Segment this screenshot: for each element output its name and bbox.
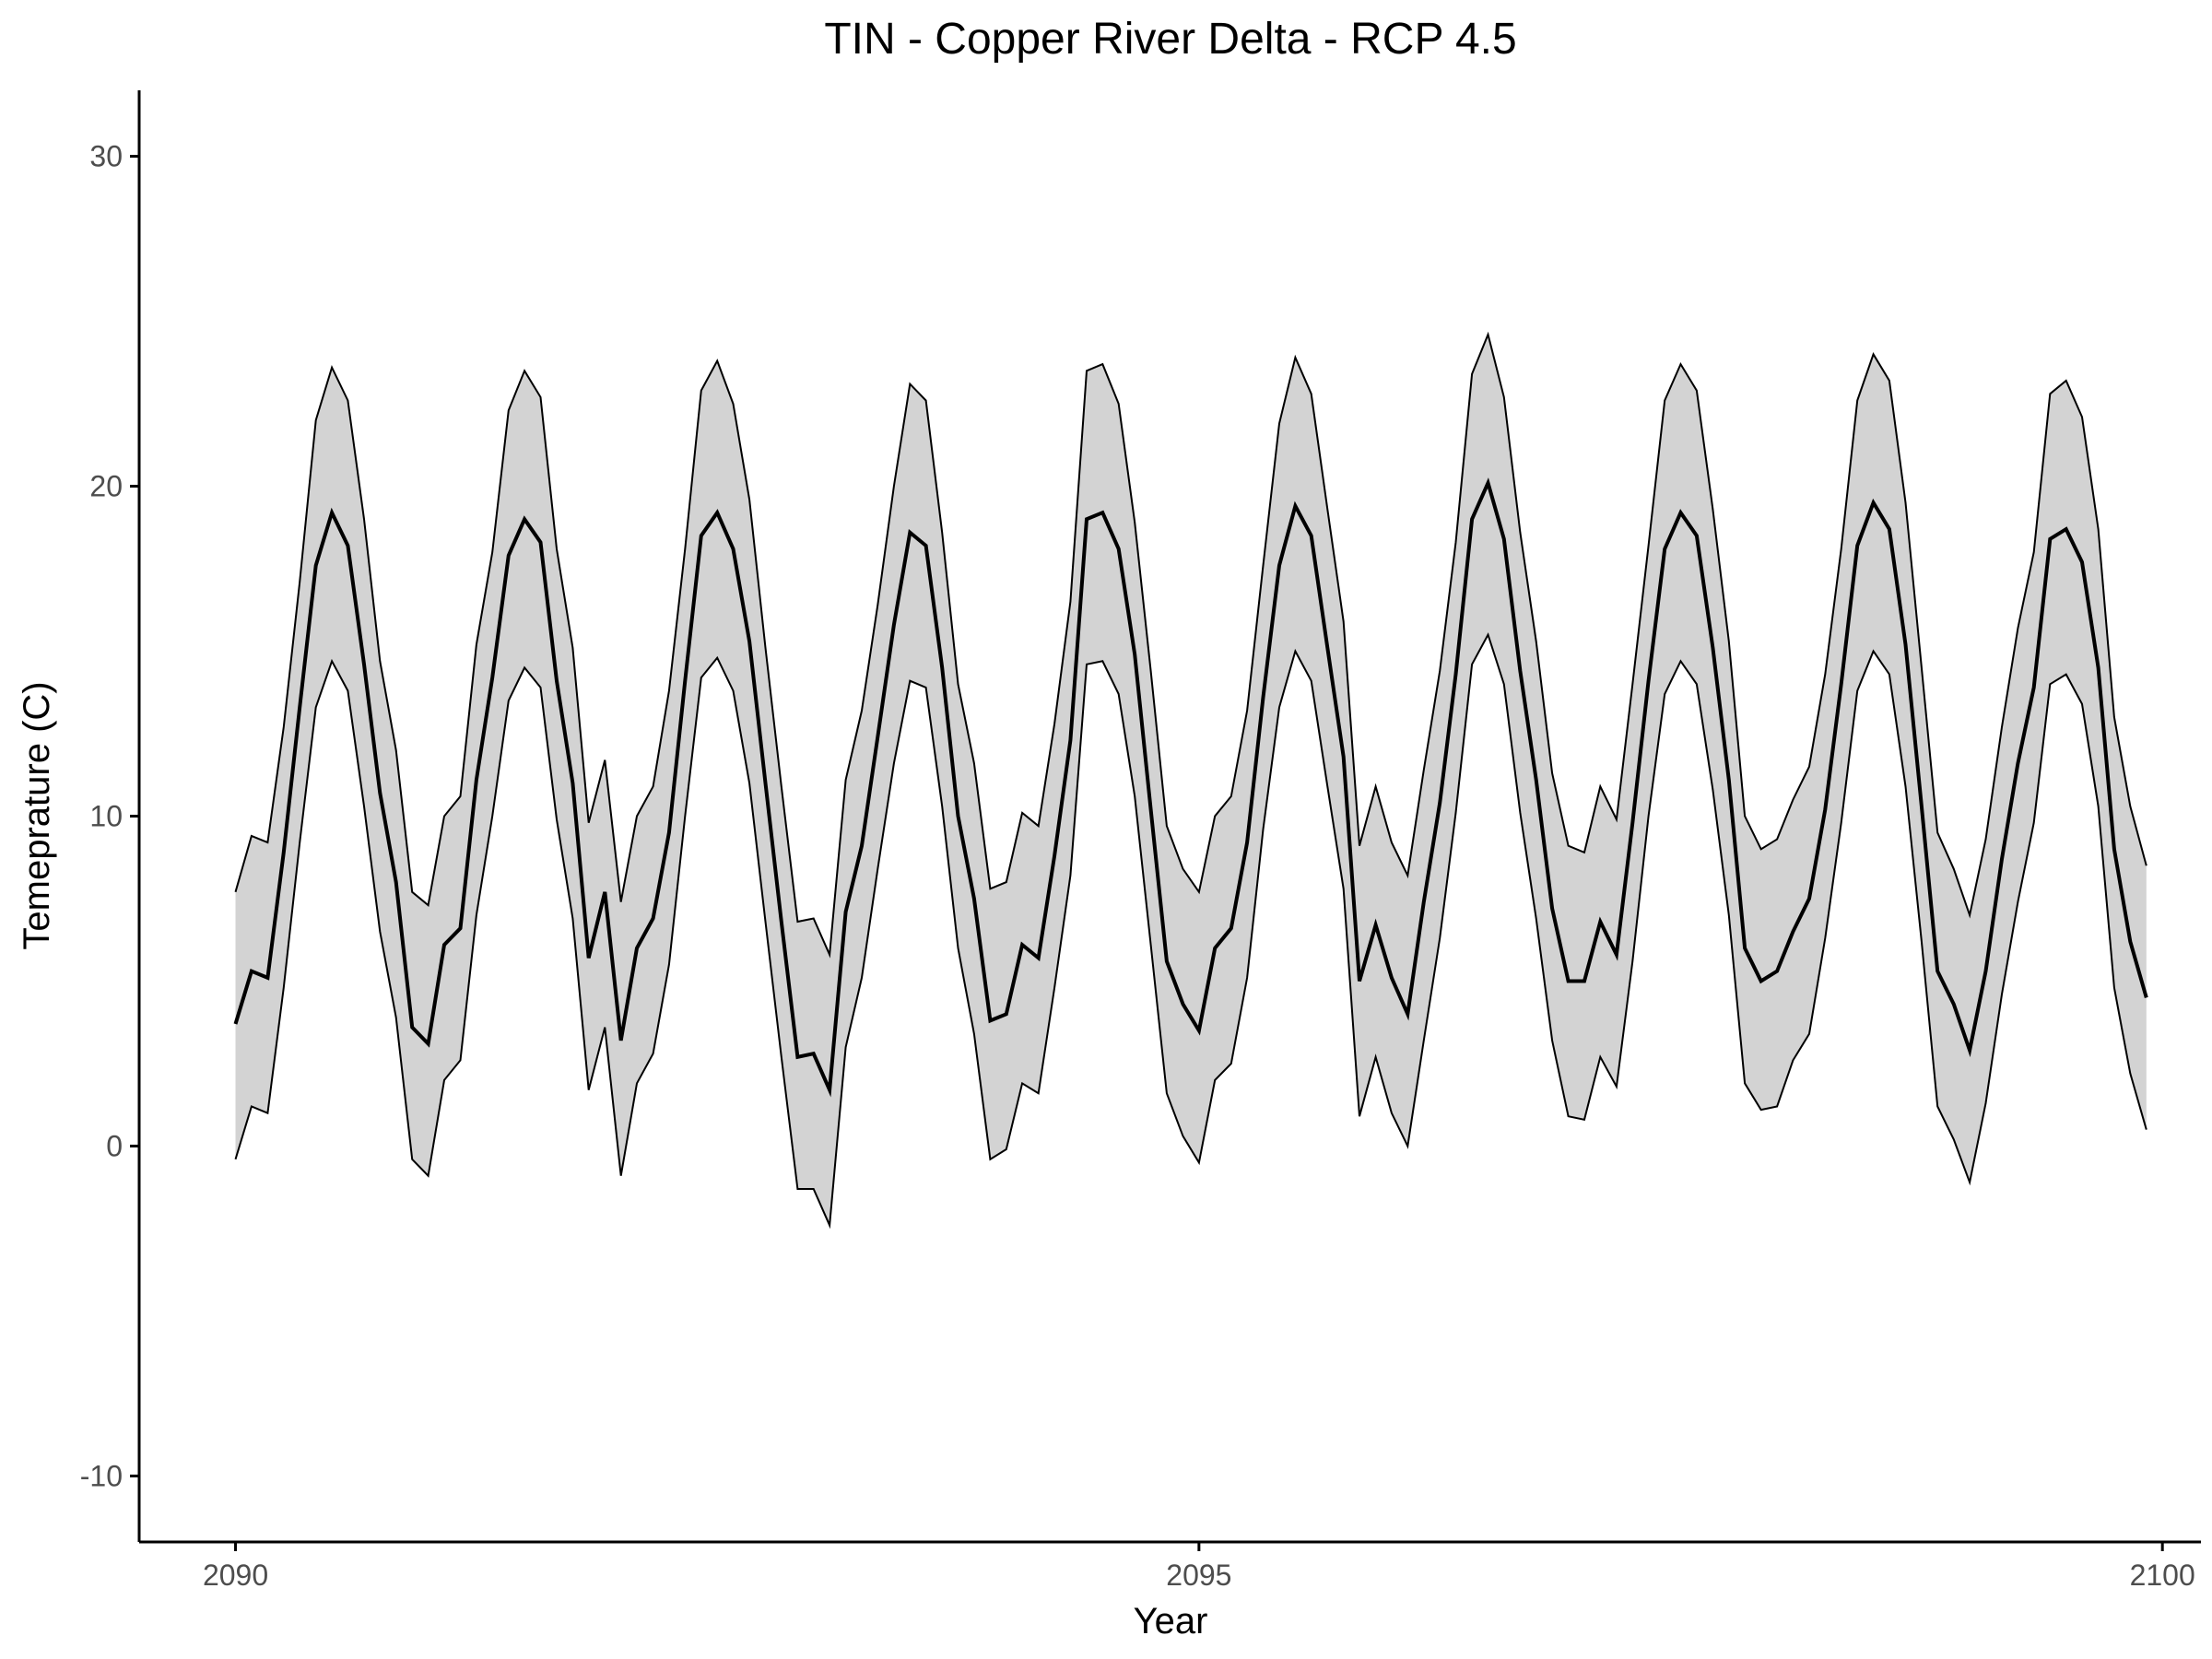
y-tick-label: 20 (89, 470, 123, 503)
y-axis-ticks: -10 0 10 20 30 (80, 140, 139, 1492)
y-tick-label: 0 (106, 1129, 123, 1162)
mean-line-layer (233, 477, 2148, 1098)
chart-title: TIN - Copper River Delta - RCP 4.5 (824, 15, 1516, 64)
mean-temperature-line (233, 477, 2148, 1098)
y-tick-label: 10 (89, 800, 123, 833)
y-tick-label: -10 (80, 1459, 123, 1492)
y-axis-title: Temeprature (C) (17, 681, 57, 949)
upper-bound-line (234, 331, 2147, 959)
x-tick-label: 2100 (2130, 1559, 2195, 1592)
confidence-band-layer (234, 331, 2147, 1230)
lower-bound-line (234, 632, 2147, 1230)
x-axis-ticks: 2090 2095 2100 (203, 1542, 2195, 1592)
x-tick-label: 2095 (1166, 1559, 1231, 1592)
x-tick-label: 2090 (203, 1559, 268, 1592)
x-axis-title: Year (1134, 1601, 1208, 1641)
y-tick-label: 30 (89, 140, 123, 173)
confidence-band-area (235, 334, 2147, 1226)
